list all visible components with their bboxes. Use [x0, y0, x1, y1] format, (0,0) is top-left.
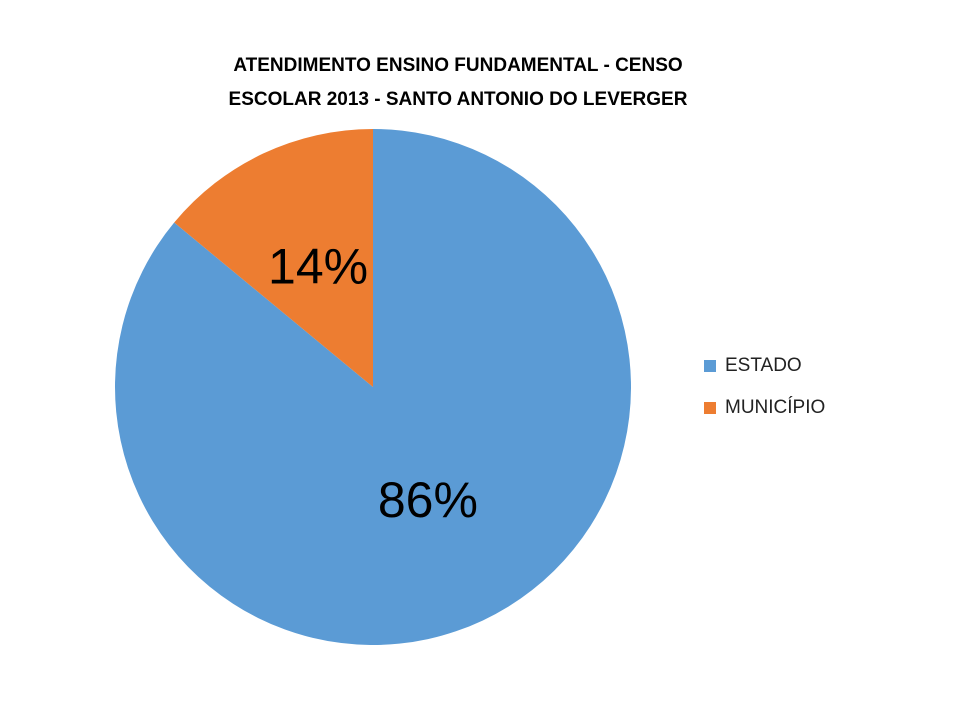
pie-slice: [174, 129, 373, 387]
chart-title: ATENDIMENTO ENSINO FUNDAMENTAL - CENSO: [233, 55, 682, 76]
data-label: 86%: [378, 472, 478, 528]
legend-label: ESTADO: [725, 355, 802, 376]
data-label: 14%: [268, 238, 368, 294]
chart-title: ESCOLAR 2013 - SANTO ANTONIO DO LEVERGER: [229, 89, 688, 110]
legend-label: MUNICÍPIO: [725, 397, 825, 418]
legend-swatch: [704, 402, 716, 414]
legend-swatch: [704, 360, 716, 372]
